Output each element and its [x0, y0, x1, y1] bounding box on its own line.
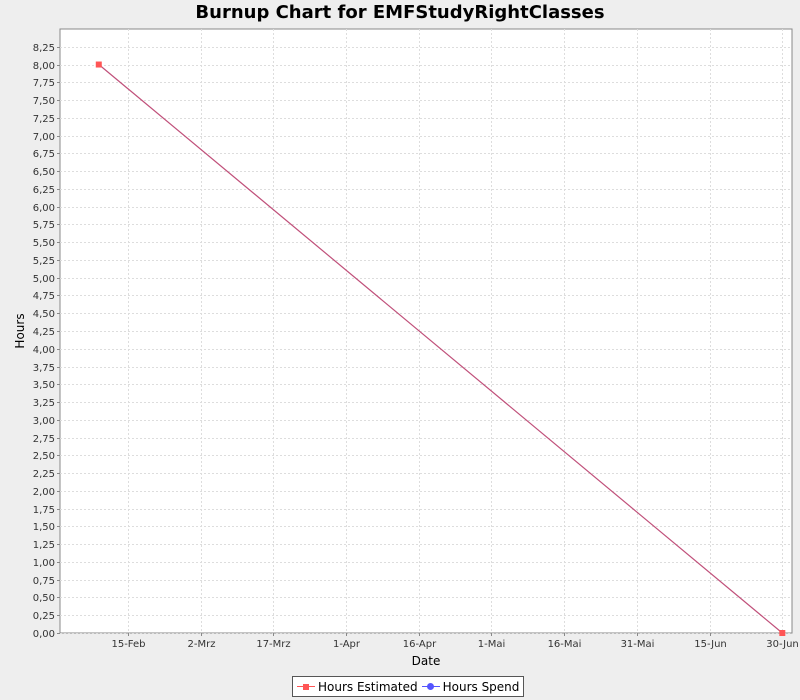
y-tick-label: 0,00	[33, 629, 55, 640]
y-tick-label: 6,75	[33, 149, 55, 160]
legend-circle-marker-icon	[421, 682, 440, 692]
x-tick-label: 15-Feb	[111, 639, 145, 650]
y-tick-label: 0,25	[33, 611, 55, 622]
chart-svg: 0,00 0,25 0,50 0,75 1,00 1,25 1,50 1,75 2,00 2,25…	[13, 28, 799, 668]
y-tick-label: 3,00	[33, 416, 55, 427]
y-tick-label: 0,50	[33, 593, 55, 604]
grid-lines	[60, 29, 792, 634]
x-tick-label: 30-Jun	[766, 639, 799, 650]
x-tick-label: 17-Mrz	[256, 639, 290, 650]
y-tick-label: 3,50	[33, 380, 55, 391]
y-tick-label: 7,75	[33, 78, 55, 89]
y-tick-label: 7,00	[33, 132, 55, 143]
legend-label: Hours Spend	[442, 679, 520, 694]
y-tick-label: 1,75	[33, 505, 55, 516]
y-tick-label: 2,50	[33, 451, 55, 462]
x-tick-label: 31-Mai	[621, 639, 655, 650]
y-tick-label: 8,00	[33, 61, 55, 72]
y-tick-label: 4,00	[33, 345, 55, 356]
y-tick-label: 1,50	[33, 522, 55, 533]
y-tick-label: 2,00	[33, 487, 55, 498]
y-tick-label: 4,50	[33, 309, 55, 320]
legend-square-marker-icon	[297, 682, 315, 692]
y-tick-label: 0,75	[33, 576, 55, 587]
legend-label: Hours Estimated	[318, 679, 418, 694]
y-tick-label: 7,50	[33, 96, 55, 107]
chart-title: Burnup Chart for EMFStudyRightClasses	[195, 2, 605, 23]
x-tick-label: 1-Mai	[478, 639, 506, 650]
legend: Hours Estimated Hours Spend	[292, 676, 525, 697]
x-tick-label: 16-Mai	[548, 639, 582, 650]
y-tick-label: 1,25	[33, 540, 55, 551]
y-axis-label: Hours	[13, 313, 27, 348]
y-tick-label: 5,50	[33, 238, 55, 249]
y-tick-label: 2,25	[33, 469, 55, 480]
x-tick-label: 16-Apr	[403, 639, 437, 650]
x-tick-label: 1-Apr	[333, 639, 361, 650]
legend-item-hours-estimated: Hours Estimated	[297, 680, 418, 694]
y-tick-label: 4,25	[33, 327, 55, 338]
x-axis-label: Date	[412, 654, 441, 668]
series-layer	[95, 61, 786, 636]
axes: 0,00 0,25 0,50 0,75 1,00 1,25 1,50 1,75 2,00 2,25…	[33, 43, 799, 650]
y-tick-label: 6,50	[33, 167, 55, 178]
x-tick-label: 15-Jun	[694, 639, 727, 650]
y-tick-label: 2,75	[33, 434, 55, 445]
y-tick-label: 4,75	[33, 291, 55, 302]
y-tick-label: 6,25	[33, 185, 55, 196]
y-tick-label: 5,75	[33, 220, 55, 231]
data-point	[95, 61, 102, 68]
series-line	[98, 64, 783, 634]
y-tick-label: 5,00	[33, 274, 55, 285]
y-tick-label: 8,25	[33, 43, 55, 54]
y-tick-label: 7,25	[33, 114, 55, 125]
x-tick-label: 2-Mrz	[188, 639, 216, 650]
y-tick-label: 5,25	[33, 256, 55, 267]
y-tick-label: 1,00	[33, 558, 55, 569]
y-tick-label: 3,25	[33, 398, 55, 409]
data-point	[779, 630, 786, 636]
y-tick-label: 6,00	[33, 203, 55, 214]
legend-item-hours-spend: Hours Spend	[421, 679, 520, 694]
y-tick-label: 3,75	[33, 363, 55, 374]
